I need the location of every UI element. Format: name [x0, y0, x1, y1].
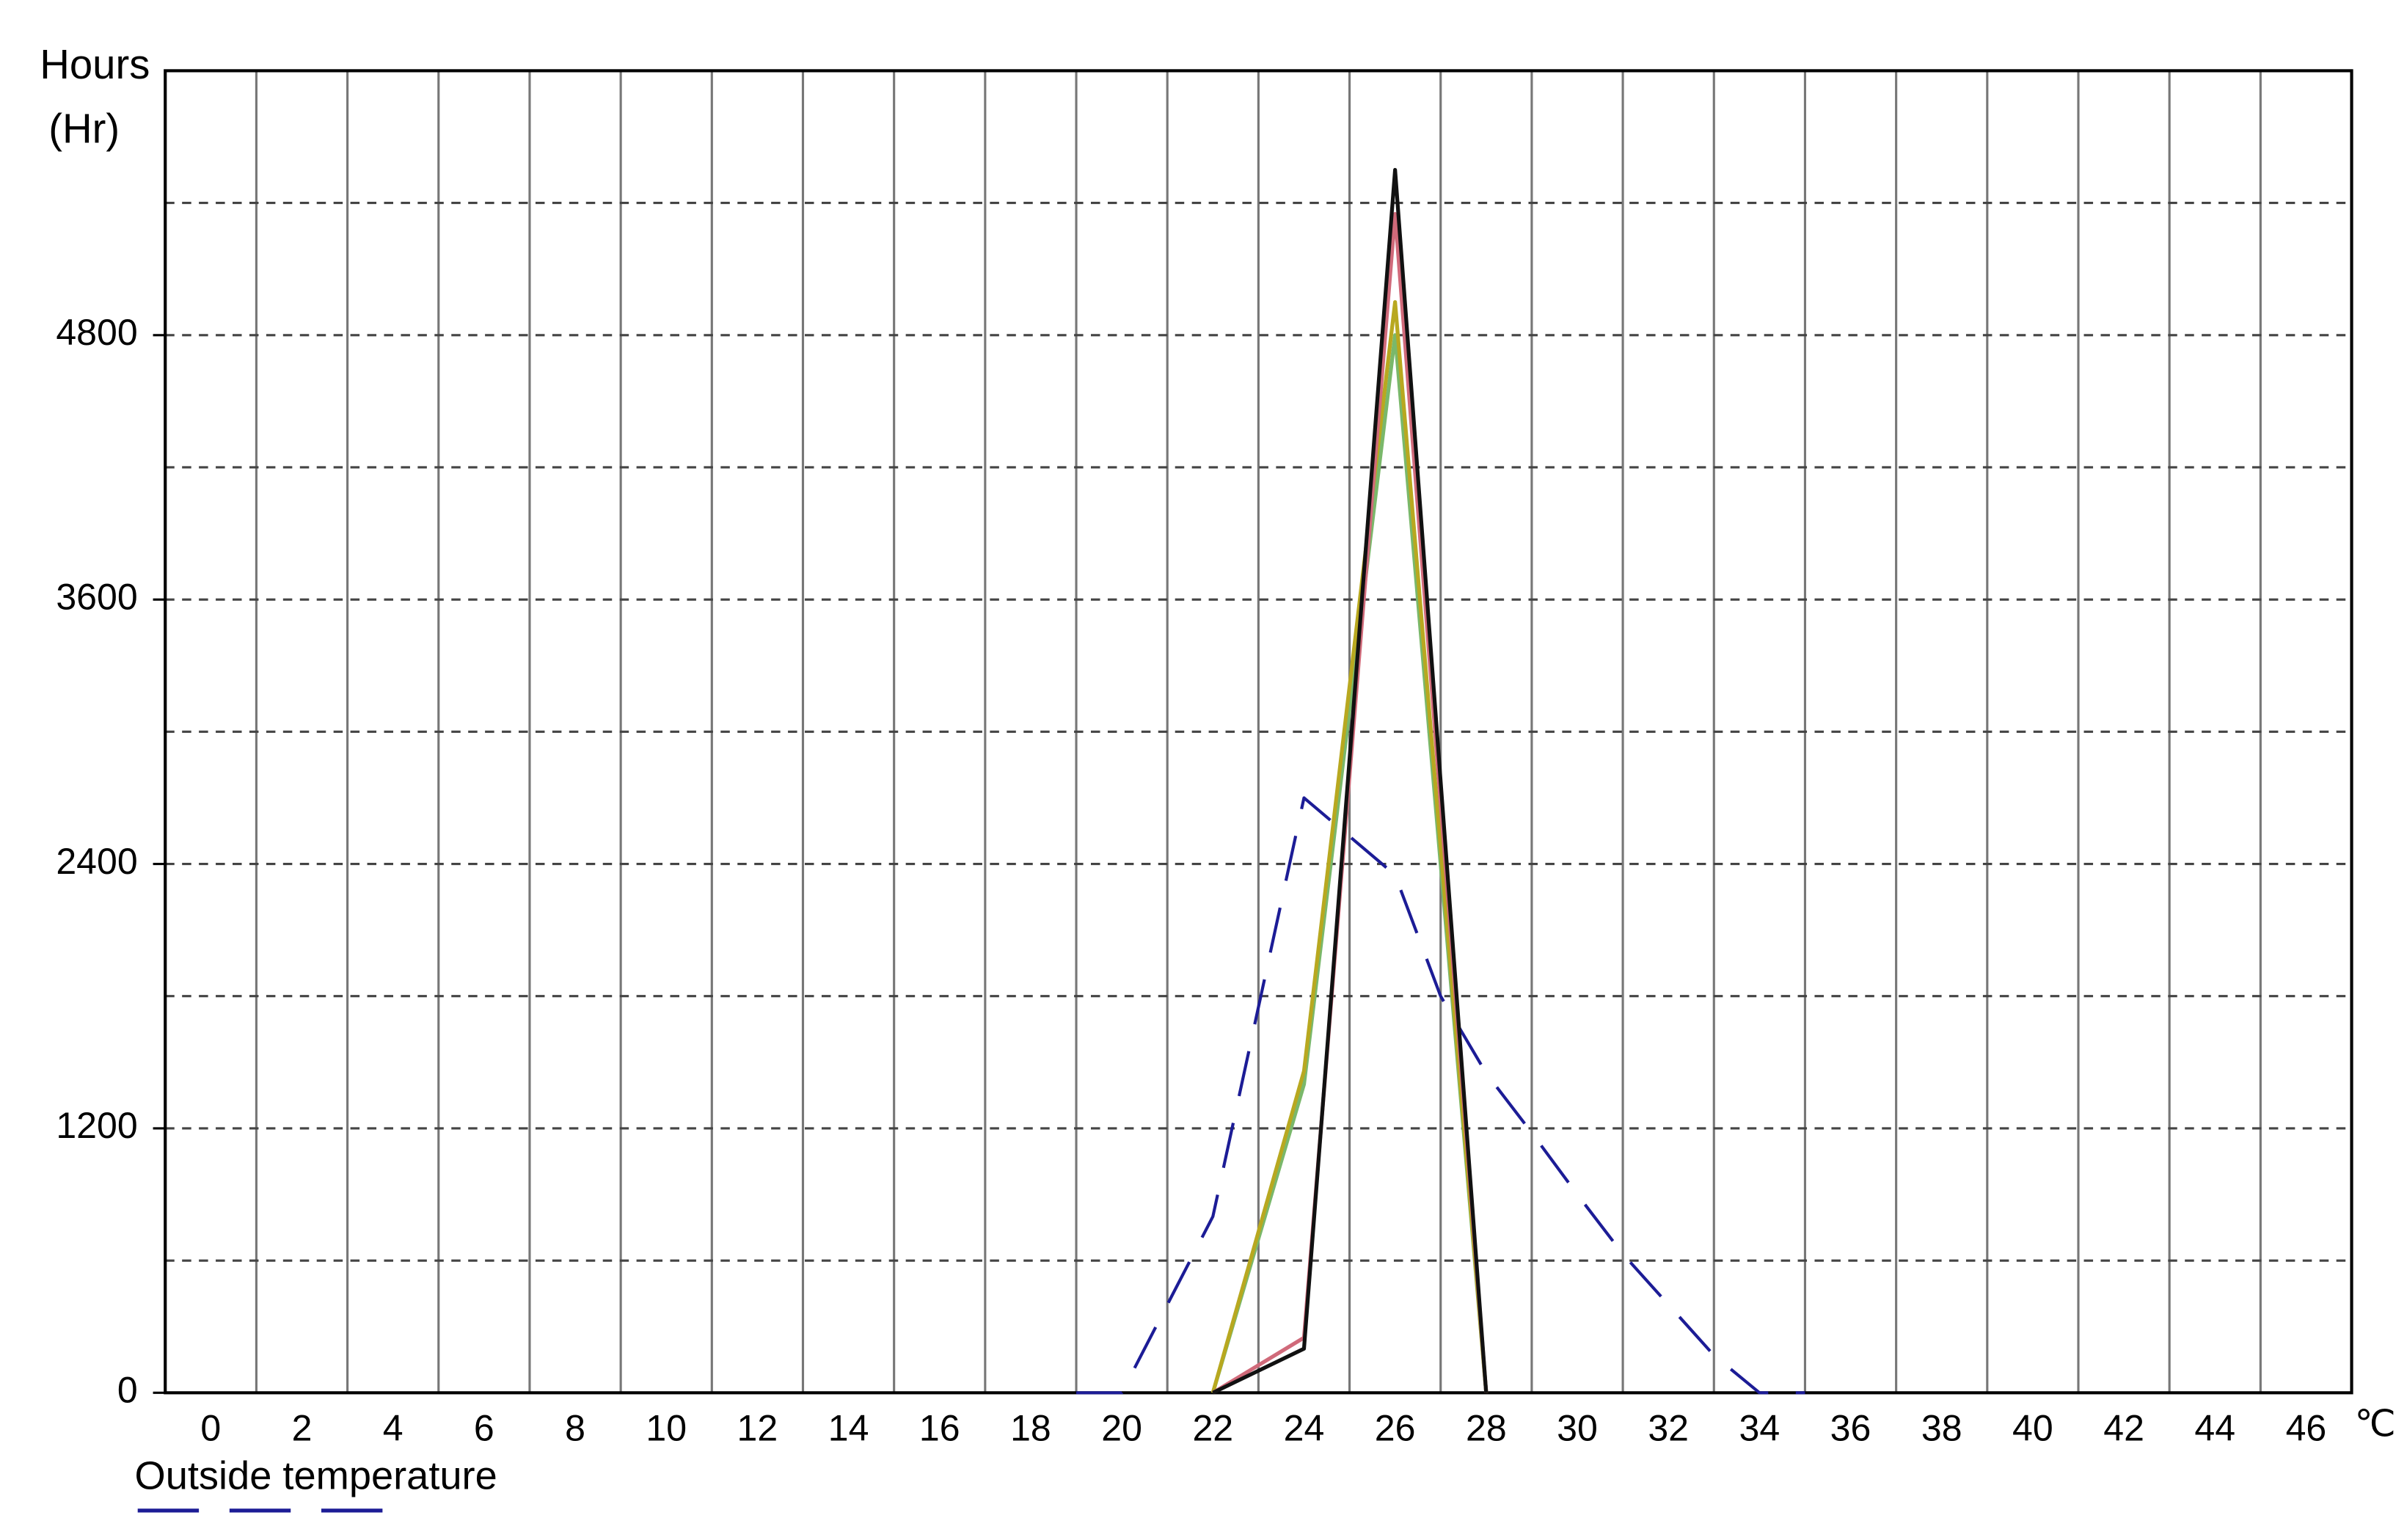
legend-label: Outside temperature	[135, 1453, 497, 1497]
x-tick-label: 12	[737, 1408, 778, 1449]
x-tick-label: 40	[2012, 1408, 2053, 1449]
x-tick-label: 34	[1739, 1408, 1780, 1449]
x-tick-label: 32	[1648, 1408, 1689, 1449]
x-tick-label: 16	[919, 1408, 960, 1449]
x-tick-label: 2	[292, 1408, 313, 1449]
x-tick-label: 42	[2103, 1408, 2144, 1449]
x-tick-label: 26	[1375, 1408, 1416, 1449]
y-tick-label: 0	[117, 1370, 138, 1411]
x-tick-label: 46	[2286, 1408, 2327, 1449]
y-axis-label: Hours	[40, 41, 150, 87]
x-tick-label: 30	[1557, 1408, 1598, 1449]
plot-frame	[164, 69, 2353, 1395]
x-tick-label: 22	[1192, 1408, 1233, 1449]
x-tick-label: 44	[2194, 1408, 2235, 1449]
x-tick-label: 36	[1830, 1408, 1871, 1449]
x-tick-label: 8	[565, 1408, 585, 1449]
x-tick-label: 18	[1010, 1408, 1051, 1449]
x-tick-label: 38	[1921, 1408, 1962, 1449]
y-axis-unit: (Hr)	[48, 106, 120, 152]
y-tick-label: 1200	[56, 1105, 137, 1146]
y-tick-label: 3600	[56, 576, 137, 617]
series-line	[1076, 796, 1805, 1395]
x-tick-label: 20	[1101, 1408, 1142, 1449]
series-line	[1210, 300, 1489, 1394]
x-tick-label: 24	[1284, 1408, 1325, 1449]
x-tick-label: 0	[200, 1408, 221, 1449]
x-tick-label: 6	[474, 1408, 494, 1449]
x-axis-unit: ℃	[2355, 1403, 2396, 1444]
x-tick-label: 28	[1466, 1408, 1507, 1449]
series-line	[1212, 167, 1489, 1395]
y-tick-label: 2400	[56, 841, 137, 882]
x-tick-label: 10	[646, 1408, 687, 1449]
x-tick-label: 14	[828, 1408, 869, 1449]
x-tick-label: 4	[383, 1408, 403, 1449]
y-tick-label: 4800	[56, 312, 137, 353]
